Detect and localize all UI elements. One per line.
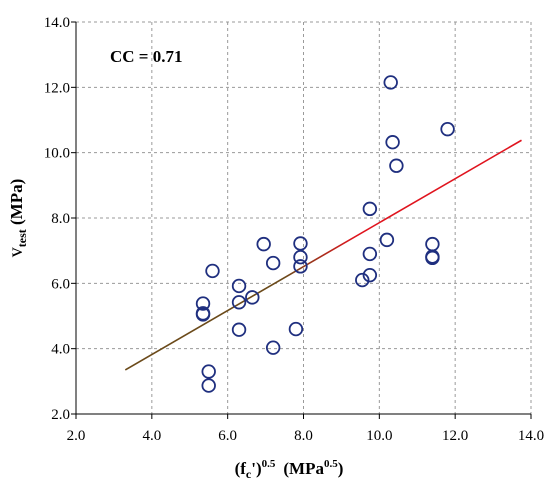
data-point bbox=[383, 75, 398, 90]
x-tick-label: 14.0 bbox=[518, 428, 544, 444]
y-tick-label: 10.0 bbox=[44, 146, 70, 162]
data-point bbox=[195, 296, 211, 311]
fit-line-group bbox=[124, 139, 522, 371]
data-point bbox=[385, 135, 400, 150]
x-tick-label: 2.0 bbox=[67, 428, 86, 444]
y-tick-label: 4.0 bbox=[51, 342, 70, 358]
data-point bbox=[256, 236, 271, 252]
data-point bbox=[245, 290, 260, 305]
y-tick-label: 6.0 bbox=[51, 276, 70, 292]
y-tick-labels: 2.0 4.0 6.0 8.0 10.0 12.0 14.0 bbox=[44, 15, 70, 423]
data-point bbox=[355, 272, 370, 288]
data-point bbox=[440, 121, 455, 137]
y-tick-label: 14.0 bbox=[44, 15, 70, 31]
data-point bbox=[362, 246, 378, 262]
x-tick-label: 10.0 bbox=[366, 428, 392, 444]
y-axis-title: vtest (MPa) bbox=[5, 179, 29, 258]
data-point bbox=[231, 322, 247, 337]
y-tick-label: 2.0 bbox=[51, 407, 70, 423]
x-axis-title: (fc')0.5 (MPa0.5) bbox=[235, 458, 344, 481]
grid-lines bbox=[76, 21, 532, 414]
fit-line bbox=[124, 139, 522, 371]
data-point bbox=[288, 321, 304, 337]
data-point bbox=[265, 340, 281, 355]
data-point bbox=[205, 263, 220, 279]
data-point bbox=[293, 236, 308, 251]
x-tick-label: 4.0 bbox=[142, 428, 161, 444]
x-tick-label: 6.0 bbox=[218, 428, 237, 444]
data-point bbox=[389, 158, 404, 173]
data-point bbox=[201, 378, 216, 393]
data-points bbox=[195, 75, 455, 393]
data-point bbox=[379, 232, 395, 248]
data-point bbox=[231, 278, 247, 294]
y-tick-label: 12.0 bbox=[44, 80, 70, 96]
data-point bbox=[293, 250, 308, 265]
y-tick-label: 8.0 bbox=[51, 211, 70, 227]
data-point bbox=[362, 201, 378, 217]
data-point bbox=[425, 250, 440, 266]
data-point bbox=[362, 267, 378, 283]
axes bbox=[71, 21, 532, 419]
x-tick-labels: 2.0 4.0 6.0 8.0 10.0 12.0 14.0 bbox=[67, 428, 545, 444]
data-point bbox=[201, 364, 216, 379]
data-point bbox=[231, 295, 247, 310]
data-point bbox=[293, 259, 308, 274]
data-point bbox=[265, 255, 281, 271]
x-tick-label: 12.0 bbox=[442, 428, 468, 444]
x-tick-label: 8.0 bbox=[294, 428, 313, 444]
correlation-annotation: CC = 0.71 bbox=[110, 47, 183, 66]
data-point bbox=[195, 307, 211, 322]
